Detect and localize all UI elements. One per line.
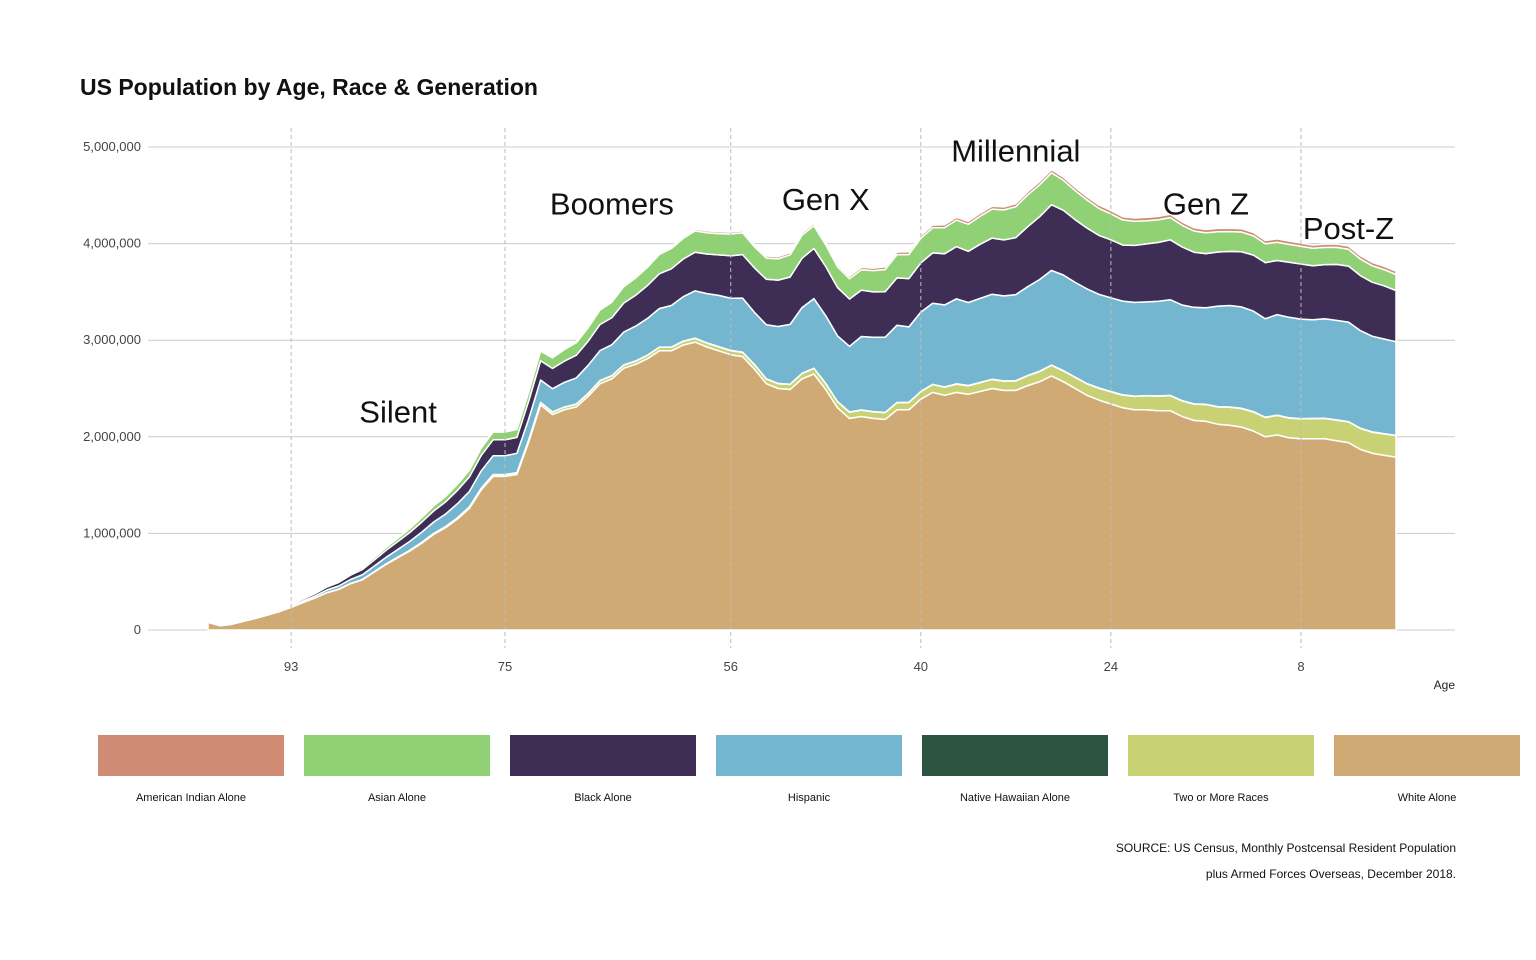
generation-label: Millennial [951,133,1080,168]
source-note-line2: plus Armed Forces Overseas, December 201… [1205,867,1456,881]
generation-label: Boomers [550,187,674,222]
y-axis-ticks: 0 1,000,000 2,000,000 3,000,000 4,000,000 5,0… [83,139,141,637]
generation-label: Gen Z [1163,187,1249,222]
x-tick-label: 40 [914,659,928,674]
generation-boundaries [290,128,1302,648]
chart-title: US Population by Age, Race & Generation [80,74,538,100]
y-tick-label: 4,000,000 [83,236,141,251]
y-tick-label: 3,000,000 [83,332,141,347]
generation-labels: Silent Boomers Gen X Millennial Gen Z Post-Z [359,133,1394,429]
legend-label: Asian Alone [368,792,426,804]
y-tick-label: 5,000,000 [83,139,141,154]
x-tick-label: 75 [498,659,512,674]
legend-swatch [510,735,696,776]
legend-label: Hispanic [788,792,831,804]
legend-label: American Indian Alone [136,792,246,804]
legend: American Indian Alone Asian Alone Black Al… [98,735,1520,804]
legend-label: Black Alone [574,792,631,804]
source-note-line1: SOURCE: US Census, Monthly Postcensal Re… [1115,841,1456,855]
legend-swatch [1128,735,1314,776]
x-axis-ticks: 93 75 56 40 24 8 [284,659,1305,674]
legend-swatch [98,735,284,776]
legend-swatch [922,735,1108,776]
x-axis-label: Age [1434,678,1456,692]
legend-label: Native Hawaiian Alone [960,792,1070,804]
x-tick-label: 8 [1297,659,1304,674]
legend-swatch [716,735,902,776]
x-tick-label: 56 [723,659,737,674]
y-tick-label: 2,000,000 [83,429,141,444]
area-american-indian-alone [207,168,1397,626]
legend-label: White Alone [1398,792,1457,804]
legend-swatch [1334,735,1520,776]
legend-swatch [304,735,490,776]
x-tick-label: 93 [284,659,298,674]
x-tick-label: 24 [1104,659,1118,674]
y-tick-label: 1,000,000 [83,525,141,540]
legend-label: Two or More Races [1173,792,1269,804]
generation-label: Silent [359,394,437,429]
y-tick-label: 0 [134,622,141,637]
generation-label: Post-Z [1303,211,1394,246]
generation-label: Gen X [782,182,870,217]
